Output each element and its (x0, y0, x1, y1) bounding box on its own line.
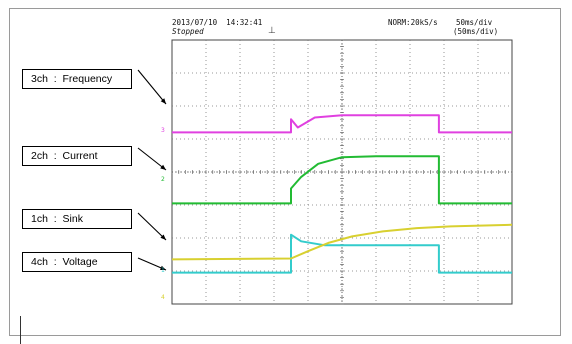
channel-label-current: 2ch : Current (22, 146, 132, 166)
channel-label-frequency: 3ch : Frequency (22, 69, 132, 89)
callout-arrow-line (137, 147, 167, 171)
callout-arrowhead-icon (160, 98, 166, 104)
page-edge-mark (20, 316, 21, 344)
callout-arrow-line (137, 69, 167, 105)
waveform-ch2 (172, 155, 512, 205)
acquisition-status: Stopped (172, 27, 204, 36)
ch2-ground-marker: 2 (161, 176, 165, 183)
trigger-position-icon: ⊥ (268, 26, 276, 36)
channel-label-sink: 1ch : Sink (22, 209, 132, 229)
waveform-ch4 (171, 223, 513, 261)
waveform-ch3 (172, 114, 512, 134)
ch4-ground-marker: 4 (161, 294, 165, 301)
screenshot-frame (9, 8, 561, 336)
datetime-readout: 2013/07/10 14:32:41 (172, 18, 263, 27)
ch3-ground-marker: 3 (161, 127, 165, 134)
callout-arrow-line (137, 212, 167, 241)
ch1-ground-marker: 1 (161, 267, 165, 274)
timebase-readout: 50ms/div (456, 18, 493, 27)
callout-arrowhead-icon (160, 164, 166, 170)
sample-rate-readout: NORM:20kS/s (388, 18, 438, 27)
channel-label-voltage: 4ch : Voltage (22, 252, 132, 272)
callout-arrowhead-icon (160, 234, 166, 240)
timebase-secondary-readout: (50ms/div) (453, 27, 499, 36)
callout-arrowhead-icon (160, 265, 166, 270)
